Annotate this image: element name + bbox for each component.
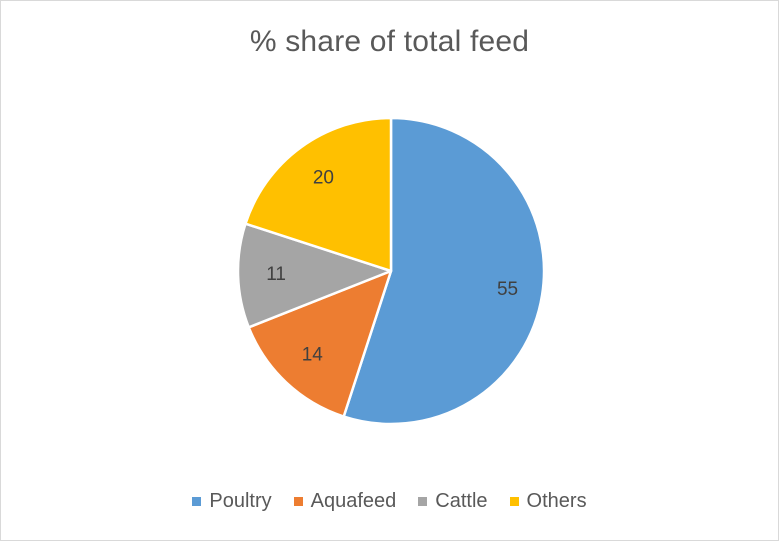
legend-item-aquafeed: Aquafeed — [293, 490, 397, 513]
chart-legend: Poultry Aquafeed Cattle Others — [1, 490, 778, 513]
legend-item-cattle: Cattle — [418, 490, 488, 513]
data-label-poultry: 55 — [497, 279, 518, 300]
data-label-others: 20 — [313, 167, 334, 188]
pie-slice-poultry — [342, 116, 546, 426]
chart-title: % share of total feed — [249, 25, 530, 58]
legend-swatch-others — [509, 497, 519, 506]
legend-label-cattle: Cattle — [435, 490, 488, 512]
legend-label-poultry: Poultry — [209, 490, 272, 512]
data-label-cattle: 11 — [266, 264, 286, 285]
legend-swatch-poultry — [192, 497, 202, 506]
pie-slice-others — [244, 116, 393, 273]
pie-slice-cattle — [236, 222, 393, 329]
legend-item-others: Others — [509, 490, 587, 513]
legend-item-poultry: Poultry — [192, 490, 272, 513]
legend-label-others: Others — [526, 490, 587, 512]
legend-label-aquafeed: Aquafeed — [310, 490, 397, 512]
pie-slice-aquafeed — [247, 269, 393, 418]
data-label-aquafeed: 14 — [302, 344, 324, 365]
legend-swatch-aquafeed — [293, 497, 303, 506]
legend-swatch-cattle — [418, 497, 428, 506]
